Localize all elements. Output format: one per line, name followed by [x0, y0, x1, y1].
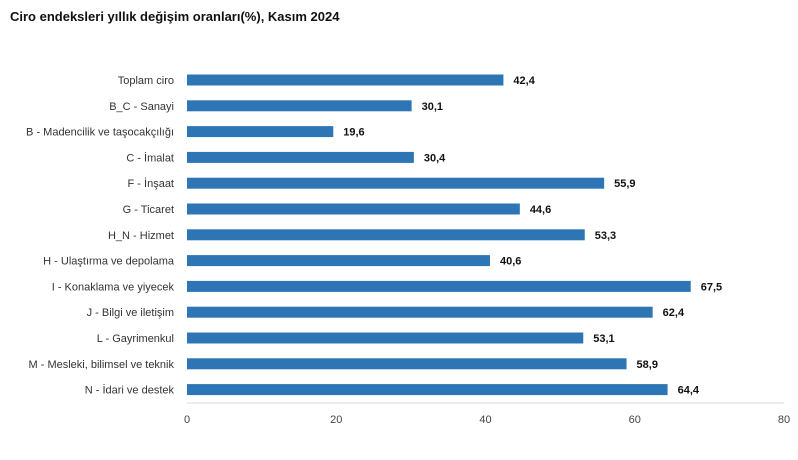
bar — [187, 384, 668, 396]
bar — [187, 358, 627, 370]
bar — [187, 126, 334, 138]
data-label: 64,4 — [678, 385, 700, 397]
data-label: 62,4 — [663, 307, 685, 319]
data-label: 42,4 — [513, 75, 535, 87]
data-label: 67,5 — [701, 281, 722, 293]
category-label: L - Gayrimenkul — [97, 333, 174, 345]
category-label: H_N - Hizmet — [108, 230, 174, 242]
category-label: H - Ulaştırma ve depolama — [43, 256, 175, 268]
data-label: 30,1 — [422, 101, 443, 113]
bar — [187, 255, 490, 267]
bar — [187, 151, 414, 163]
data-label: 58,9 — [637, 359, 658, 371]
category-label: F - İnşaat — [128, 177, 174, 190]
category-label: J - Bilgi ve iletişim — [87, 307, 174, 319]
bar — [187, 306, 653, 318]
x-tick-label: 40 — [479, 414, 491, 426]
data-label: 53,1 — [593, 333, 614, 345]
bar — [187, 74, 504, 86]
category-label: Toplam ciro — [118, 75, 174, 87]
bar — [187, 177, 605, 189]
bar — [187, 203, 520, 215]
data-label: 53,3 — [595, 230, 616, 242]
data-label: 30,4 — [424, 152, 446, 164]
x-tick-label: 0 — [184, 414, 190, 426]
x-tick-label: 80 — [778, 414, 790, 426]
bar — [187, 280, 691, 292]
category-label: N - İdari ve destek — [85, 384, 175, 397]
chart-title: Ciro endeksleri yıllık değişim oranları(… — [10, 9, 340, 24]
bar — [187, 332, 584, 344]
category-label: G - Ticaret — [123, 204, 174, 216]
data-label: 55,9 — [614, 178, 635, 190]
x-tick-label: 20 — [330, 414, 342, 426]
category-label: M - Mesleki, bilimsel ve teknik — [29, 359, 175, 371]
bar — [187, 100, 412, 112]
data-label: 44,6 — [530, 204, 551, 216]
bar — [187, 229, 585, 241]
category-label: C - İmalat — [126, 151, 174, 164]
data-label: 19,6 — [343, 127, 364, 139]
category-label: I - Konaklama ve yiyecek — [52, 281, 175, 293]
category-label: B - Madencilik ve taşocakçılığı — [26, 127, 174, 139]
category-label: B_C - Sanayi — [109, 101, 174, 113]
x-tick-label: 60 — [629, 414, 641, 426]
data-label: 40,6 — [500, 256, 521, 268]
